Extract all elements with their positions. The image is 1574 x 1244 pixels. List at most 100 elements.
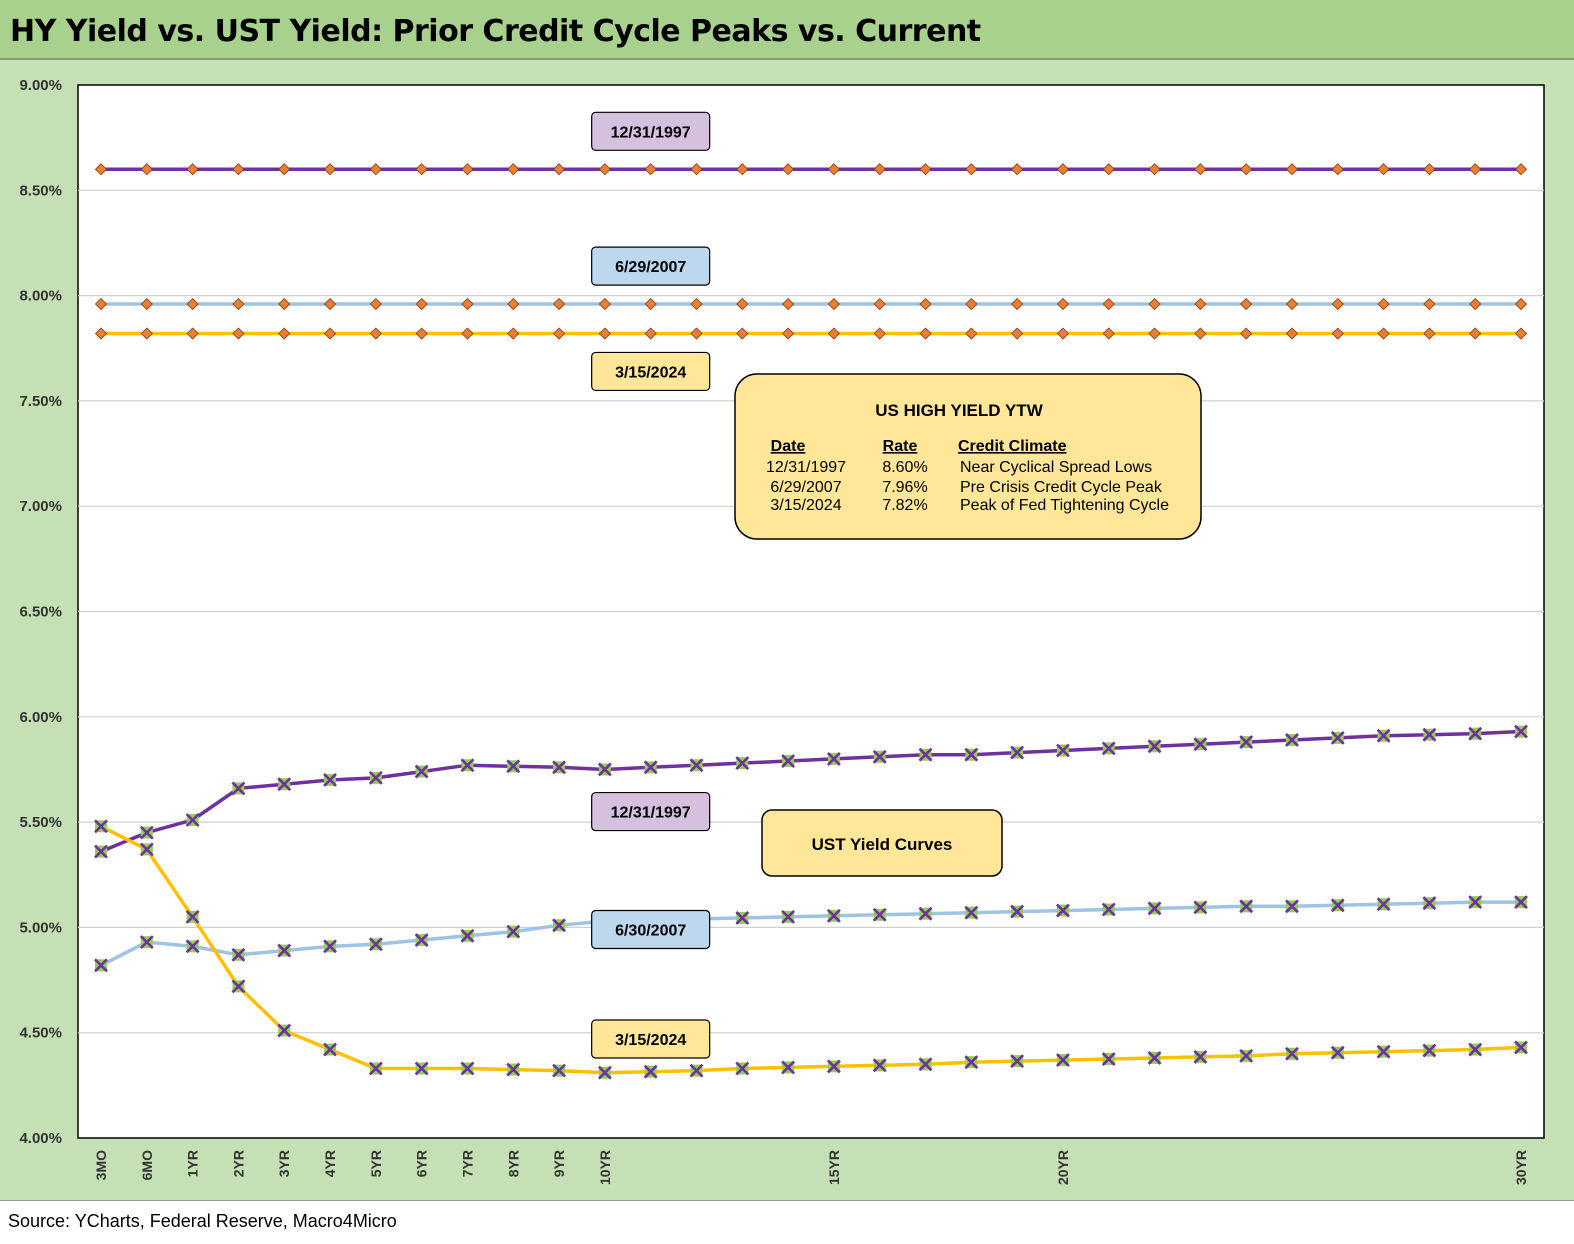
ust-point [1010, 745, 1025, 760]
y-tick-label: 4.00% [19, 1130, 62, 1147]
ust-point [414, 933, 429, 947]
ust-point-cross [1376, 897, 1391, 912]
ust-point [460, 928, 475, 943]
x-axis-ticks: 3MO 6MO 1YR 2YR 3YR 4YR 5YR 6YR 7YR 8YR 9YR 10YR 15Y… [93, 1150, 1529, 1185]
ust-point [185, 939, 200, 954]
ust-point-cross [918, 1057, 933, 1072]
ust-point-cross [185, 909, 200, 924]
ust-point [1101, 741, 1116, 756]
ust-point-cross [1376, 728, 1391, 743]
ust-point [231, 979, 246, 994]
x-tick-label: 4YR [322, 1150, 338, 1177]
ust-point [1239, 735, 1254, 749]
ust-point-cross [918, 747, 933, 762]
hy-point [827, 163, 840, 176]
ust-point-cross [1514, 895, 1528, 910]
ust-point-cross [826, 752, 841, 766]
hy-point [736, 297, 749, 311]
ust-point-cross [94, 958, 108, 973]
ust-point [826, 908, 841, 923]
hy-point [1377, 327, 1390, 340]
ust-point [1468, 726, 1483, 741]
annotation-cell: 12/31/1997 [766, 459, 846, 476]
ust-point-cross [506, 924, 521, 939]
y-tick-label: 5.00% [19, 919, 62, 936]
ust-point [1056, 743, 1070, 758]
ust-point-cross [1330, 898, 1345, 913]
ust-series-line [100, 824, 1522, 1075]
ust-point [139, 935, 154, 950]
y-tick-label: 7.00% [19, 498, 62, 515]
hy-point [94, 163, 108, 176]
hy-point [1469, 327, 1482, 340]
y-tick-label: 9.00% [19, 77, 62, 94]
y-tick-label: 6.50% [19, 604, 62, 621]
hy-point [323, 327, 337, 340]
hy-point [461, 327, 474, 340]
ust-point [1193, 1049, 1208, 1064]
hy-point [1469, 297, 1482, 311]
ust-point [1422, 727, 1437, 742]
ust-point-cross [139, 825, 154, 840]
ust-point [1056, 903, 1070, 918]
ust-point [1101, 1052, 1116, 1066]
ust-point-cross [368, 770, 383, 785]
hy-series [94, 297, 1528, 311]
y-tick-label: 7.50% [19, 393, 62, 410]
source-bar: Source: YCharts, Federal Reserve, Macro4… [0, 1200, 1574, 1244]
title-bar: HY Yield vs. UST Yield: Prior Credit Cyc… [0, 0, 1574, 60]
ust-point-cross [781, 909, 796, 924]
ust-point [94, 844, 108, 859]
series-label-text: 6/30/2007 [615, 923, 686, 940]
hy-point [1011, 297, 1024, 311]
hy-point [552, 297, 566, 311]
ust-point-cross [689, 758, 704, 773]
x-tick-label: 15YR [826, 1150, 842, 1185]
ust-point-cross [1239, 1048, 1254, 1063]
ust-point-cross [1239, 735, 1254, 749]
hy-point [369, 163, 382, 176]
y-tick-label: 6.00% [19, 709, 62, 726]
ust-point-cross [1193, 1049, 1208, 1064]
y-tick-label: 4.50% [19, 1025, 62, 1042]
x-tick-label: 3YR [276, 1150, 292, 1177]
ust-point-cross [414, 933, 429, 947]
hy-point [186, 327, 199, 340]
ust-point-cross [552, 918, 566, 933]
ust-point [1422, 1043, 1437, 1058]
series-label: 12/31/1997 [591, 111, 711, 151]
series-label-box [591, 909, 711, 950]
hy-point [323, 297, 337, 311]
ust-point [1239, 899, 1254, 914]
ust-point [918, 1057, 933, 1072]
x-tick-label: 1YR [185, 1150, 201, 1177]
ust-point [231, 781, 246, 796]
hy-point [1194, 327, 1207, 340]
ust-point [872, 749, 887, 764]
ust-point-cross [185, 939, 200, 954]
y-tick-label: 8.00% [19, 288, 62, 305]
ust-point [323, 939, 337, 954]
ust-point-cross [781, 754, 796, 768]
ust-point-cross [1101, 902, 1116, 917]
ust-point [1285, 733, 1299, 747]
ust-point-cross [1468, 895, 1483, 910]
ust-point [277, 943, 292, 958]
hy-point [552, 327, 566, 340]
ust-curves-label-text: UST Yield Curves [812, 835, 953, 854]
series-layer [94, 163, 1528, 1080]
series-label-text: 3/15/2024 [615, 1032, 686, 1049]
hy-point [1240, 163, 1253, 176]
ust-point [185, 813, 200, 827]
hy-point [507, 163, 520, 176]
hy-point [1148, 327, 1161, 340]
ust-point-cross [506, 1062, 521, 1077]
ust-point-cross [1101, 1052, 1116, 1066]
ust-point-cross [139, 842, 154, 857]
hy-point [690, 327, 703, 340]
hy-point [415, 327, 428, 340]
hy-point [1331, 327, 1344, 340]
annotation-cell: 6/29/2007 [770, 479, 841, 496]
ust-point-cross [826, 1059, 841, 1074]
ust-point-cross [277, 777, 292, 792]
